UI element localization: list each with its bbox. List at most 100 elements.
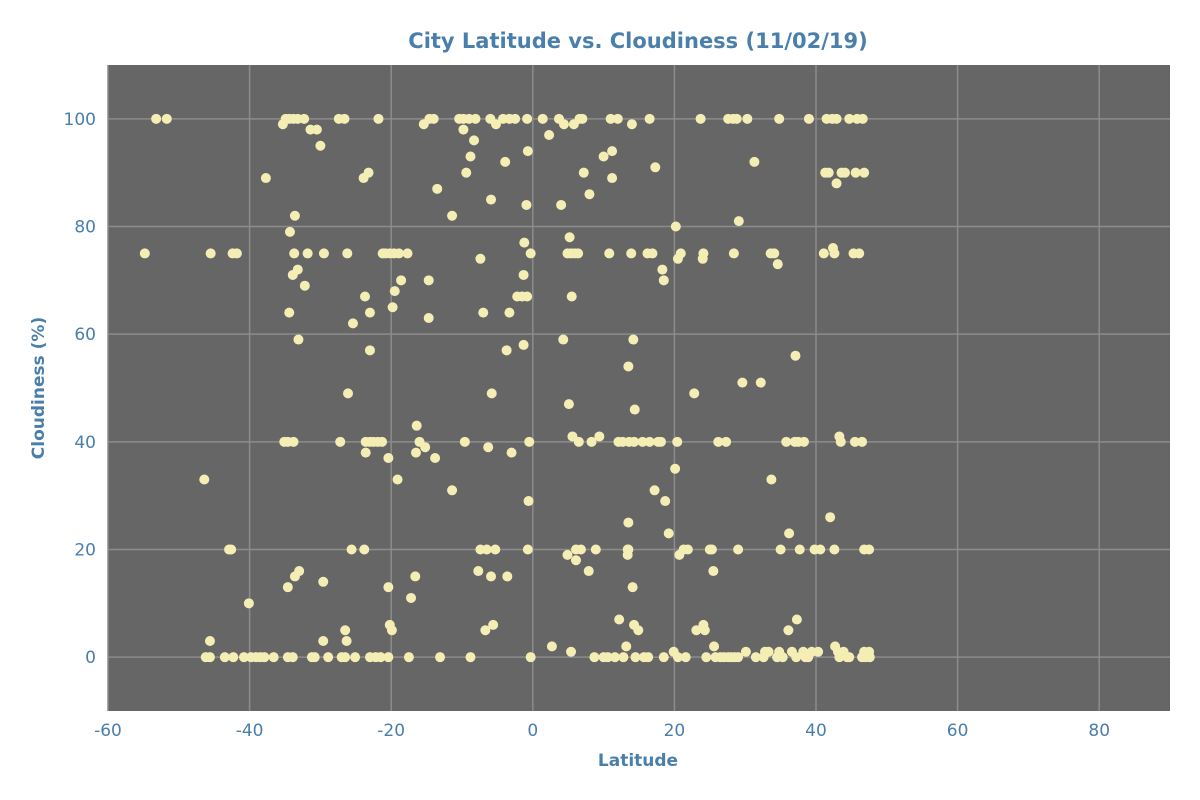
data-point [695,113,706,124]
data-point [670,221,681,232]
data-point [803,113,814,124]
data-point [340,625,351,636]
data-point [383,452,394,463]
data-point [161,113,172,124]
data-point [614,614,625,625]
data-point [737,377,748,388]
data-point [423,313,434,324]
data-point [199,474,210,485]
data-point [299,280,310,291]
data-point [563,399,574,410]
data-point [605,113,616,124]
data-point [825,512,836,523]
data-point [309,652,320,663]
data-point [689,388,700,399]
data-point [835,436,846,447]
data-point [850,167,861,178]
data-point [766,474,777,485]
data-point [204,636,215,647]
data-point [486,388,497,399]
data-point [506,447,517,458]
data-point [670,463,681,474]
x-tick-label: -20 [377,721,405,741]
data-point [733,544,744,555]
data-point [501,345,512,356]
data-point [396,275,407,286]
data-point [864,544,875,555]
data-point [733,216,744,227]
x-tick-label: 20 [664,721,686,741]
data-point [749,156,760,167]
plot-area [108,65,1170,711]
data-point [857,113,868,124]
data-point [458,124,469,135]
data-point [630,652,641,663]
data-point [364,345,375,356]
data-point [282,582,293,593]
data-point [287,652,298,663]
data-point [447,210,458,221]
data-point [840,167,851,178]
data-point [335,436,346,447]
data-point [383,582,394,593]
data-point [612,113,623,124]
data-point [691,625,702,636]
data-point [518,269,529,280]
data-point [389,286,400,297]
data-point [465,151,476,162]
x-axis-ticks: -60 -40 -20 0 20 40 60 80 [94,721,1110,741]
data-point [387,302,398,313]
data-point [558,119,569,130]
data-point [544,129,555,140]
data-point [790,350,801,361]
data-point [363,167,374,178]
data-point [644,113,655,124]
x-tick-label: 0 [527,721,538,741]
data-point [289,210,300,221]
data-point [699,625,710,636]
data-point [740,646,751,657]
data-point [486,194,497,205]
data-point [406,592,417,603]
data-point [347,318,358,329]
data-point [402,248,413,259]
data-point [831,178,842,189]
data-point [432,183,443,194]
data-point [628,334,639,345]
data-point [777,652,788,663]
data-point [564,232,575,243]
data-point [288,436,299,447]
data-point [339,113,350,124]
data-point [675,248,686,259]
data-point [522,544,533,555]
y-tick-label: 40 [74,433,96,453]
data-point [831,113,842,124]
data-point [590,544,601,555]
y-tick-label: 60 [74,325,96,345]
data-point [219,652,230,663]
data-point [486,571,497,582]
data-point [346,544,357,555]
data-point [490,119,501,130]
data-point [857,436,868,447]
y-tick-label: 100 [64,110,96,130]
data-point [783,625,794,636]
data-point [708,566,719,577]
data-point [721,436,732,447]
data-point [522,291,533,302]
data-point [623,361,634,372]
data-point [558,334,569,345]
data-point [228,652,239,663]
data-point [318,636,329,647]
y-axis-ticks: 0 20 40 60 80 100 [64,110,96,668]
data-point [813,646,824,657]
data-point [430,452,441,463]
x-tick-label: 60 [947,721,969,741]
data-point [660,496,671,507]
data-point [284,226,295,237]
data-point [510,113,521,124]
data-point [849,436,860,447]
y-tick-label: 20 [74,541,96,561]
data-point [525,652,536,663]
